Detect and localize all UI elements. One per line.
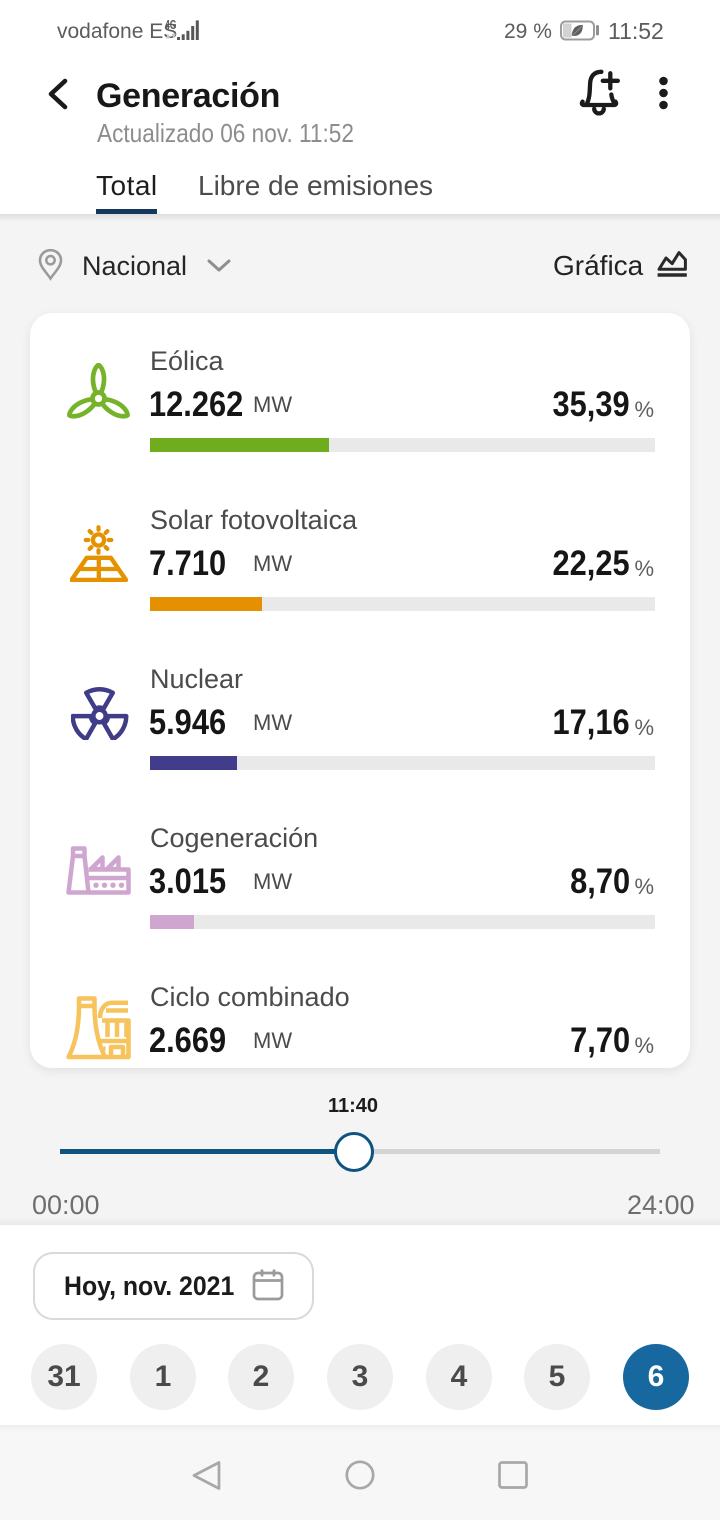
svg-text:4G: 4G bbox=[165, 19, 177, 32]
